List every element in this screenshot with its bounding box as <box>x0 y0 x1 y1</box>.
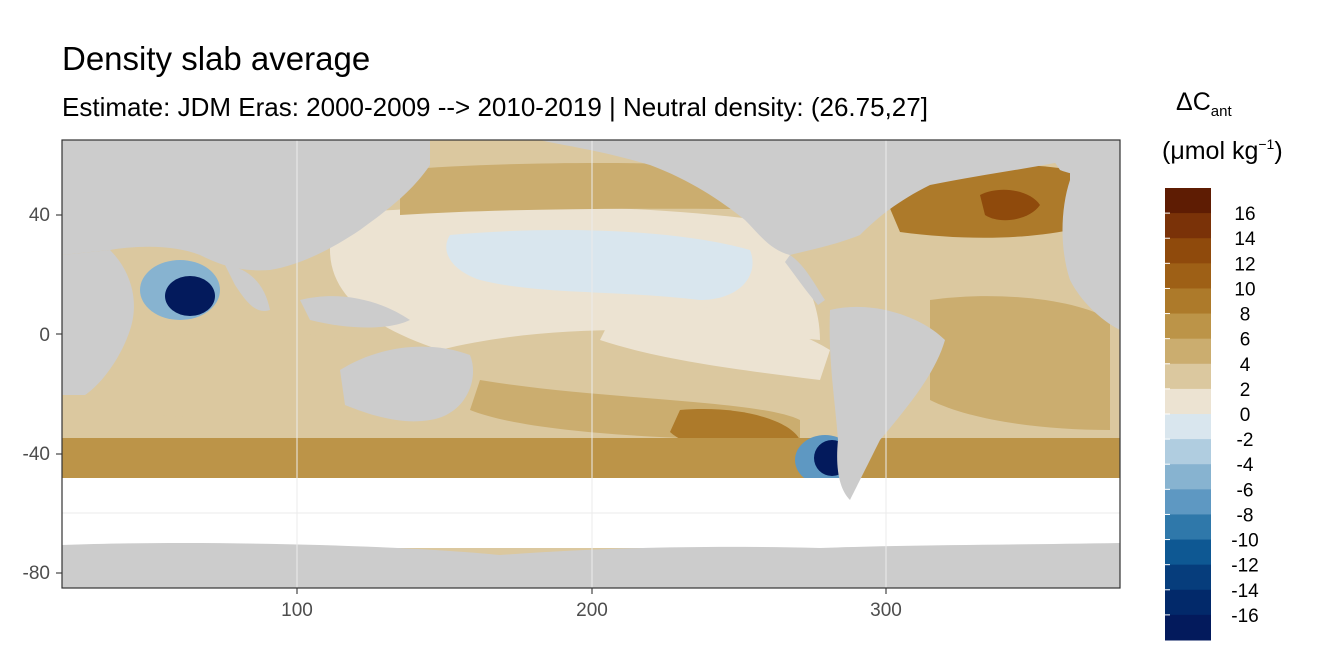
arabian-sea-core <box>165 276 215 316</box>
colorbar-swatch <box>1165 464 1211 490</box>
grid-lines <box>62 140 1120 588</box>
land-indonesia <box>300 296 410 328</box>
colorbar-swatch <box>1165 188 1211 214</box>
colorbar-label: 4 <box>1240 355 1251 376</box>
colorbar-swatch <box>1165 363 1211 390</box>
colorbar-label: 6 <box>1240 330 1251 351</box>
colorbar-label: 10 <box>1234 279 1255 300</box>
land-india <box>225 265 270 311</box>
south-atlantic-tan <box>930 296 1110 430</box>
colorbar-swatch <box>1165 589 1211 616</box>
colorbar-label: 8 <box>1240 305 1251 326</box>
colorbar-label: 0 <box>1240 405 1251 426</box>
x-tick-label: 300 <box>870 600 902 621</box>
colorbar-swatch <box>1165 288 1211 315</box>
ocean-field-light <box>600 300 830 380</box>
labrador-sea-dark <box>980 189 1040 221</box>
x-tick-label: 100 <box>281 600 313 621</box>
colorbar-swatch <box>1165 514 1211 541</box>
panel-frame <box>61 139 1121 589</box>
colorbar-label: -10 <box>1231 531 1258 552</box>
colorbar-label: 2 <box>1240 380 1251 401</box>
colorbar-label: -6 <box>1237 480 1254 501</box>
y-tick-label: -40 <box>23 444 50 465</box>
land-north-america <box>540 140 1070 255</box>
colorbar-label: 12 <box>1234 254 1255 275</box>
y-tick-label: -80 <box>23 563 50 584</box>
colorbar-swatch <box>1165 614 1211 641</box>
colorbar-swatch <box>1165 263 1211 289</box>
colorbar-swatch <box>1165 213 1211 239</box>
map-content <box>62 140 1120 588</box>
colorbar-swatch <box>1165 564 1211 591</box>
equatorial-pacific-blue <box>446 230 753 300</box>
colorbar-swatch <box>1165 338 1211 365</box>
colorbar-swatch <box>1165 414 1211 440</box>
colorbar-swatch <box>1165 489 1211 515</box>
land-antarctica <box>62 543 1120 588</box>
colorbar-label: -12 <box>1231 556 1258 577</box>
colorbar-swatch <box>1165 238 1211 264</box>
colorbar-swatch <box>1165 313 1211 340</box>
land-asia <box>62 140 430 271</box>
chart-title: Density slab average <box>62 40 371 77</box>
land-africa <box>62 250 134 395</box>
land-europe-africa-east <box>1062 140 1120 330</box>
colorbar-label: -4 <box>1237 455 1254 476</box>
colorbar-label: 16 <box>1234 204 1255 225</box>
colorbar-swatch <box>1165 388 1211 415</box>
colorbar-label: 14 <box>1234 229 1256 250</box>
southern-band <box>62 438 1120 478</box>
legend-title-unit: (μmol kg−1) <box>1162 136 1283 165</box>
colorbar-label: -14 <box>1231 581 1259 602</box>
y-tick-label: 0 <box>39 325 50 346</box>
x-tick-label: 200 <box>576 600 608 621</box>
colorbar: 16 14 12 10 8 6 4 2 0 -2 -4 -6 -8 -10 -12 -14 -16 <box>1165 188 1259 641</box>
land-greenland <box>1040 140 1120 175</box>
colorbar-label: -16 <box>1231 606 1258 627</box>
land-central-america <box>785 255 825 305</box>
y-tick-label: 40 <box>29 205 50 226</box>
land-australia <box>340 346 474 422</box>
chart-subtitle: Estimate: JDM Eras: 2000-2009 --> 2010-2… <box>62 92 928 122</box>
colorbar-label: -8 <box>1237 505 1254 526</box>
indian-ocean-tan <box>120 332 350 420</box>
colorbar-swatch <box>1165 439 1211 465</box>
colorbar-swatch <box>1165 539 1211 566</box>
colorbar-label: -2 <box>1237 430 1254 451</box>
land-south-america <box>829 306 945 500</box>
legend-title-variable: ΔCant <box>1176 88 1232 120</box>
